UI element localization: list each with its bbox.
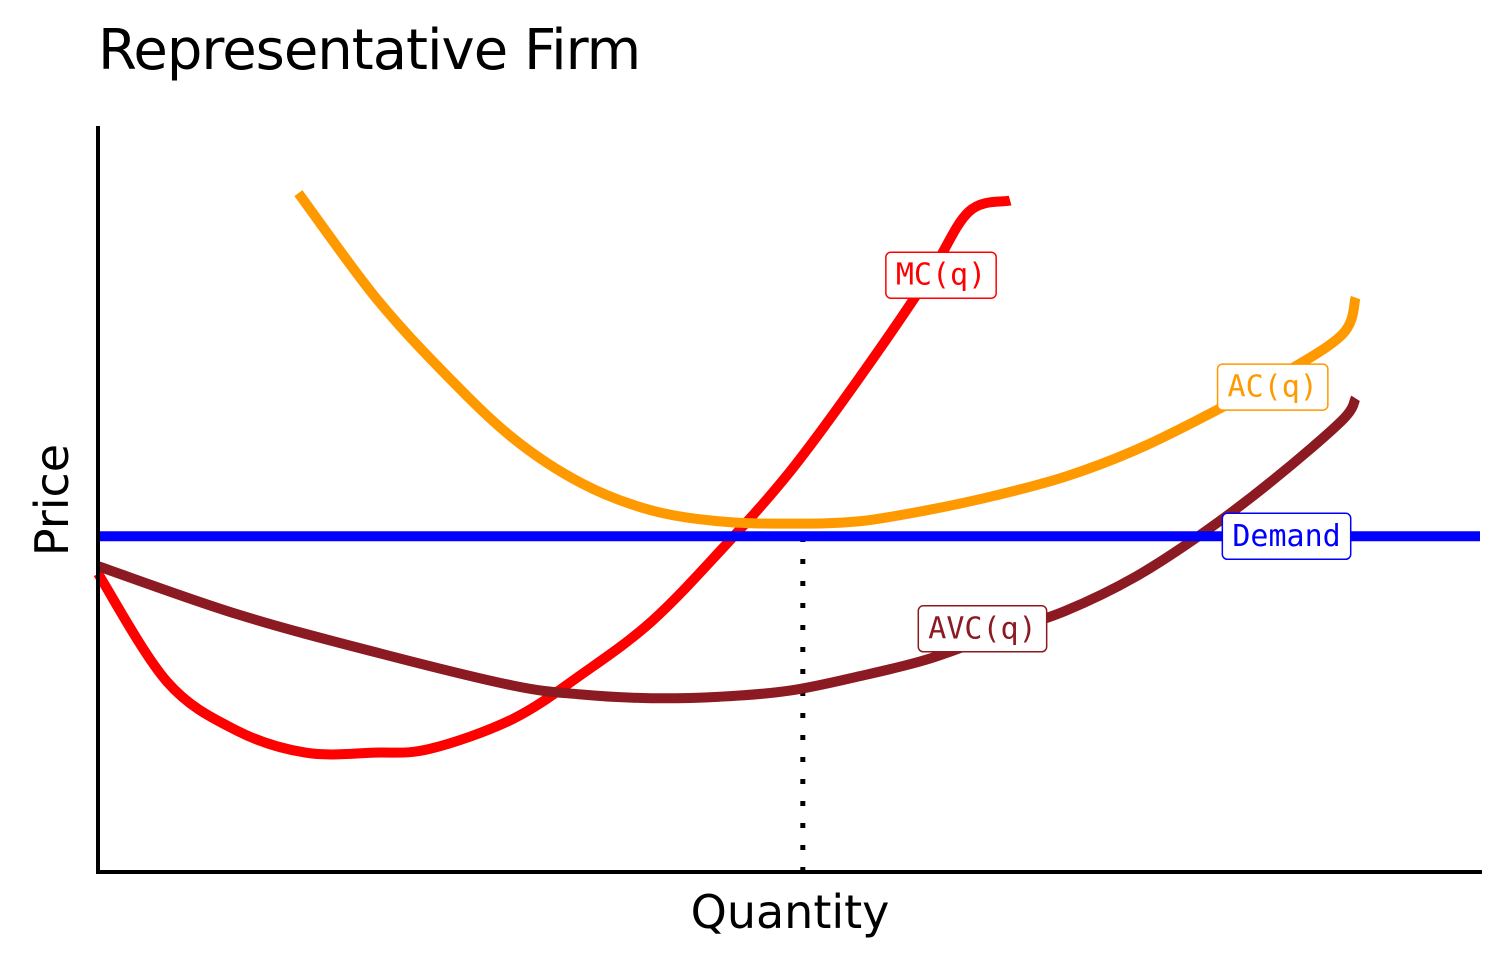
series-layer	[93, 190, 1480, 760]
label-box-mc-q	[885, 251, 997, 299]
x-axis-title: Quantity	[691, 885, 890, 939]
annotation-layer: MC(q) AC(q) Demand AVC(q)	[885, 251, 1352, 653]
label-box-avc-q	[917, 605, 1048, 653]
label-avc-q: AVC(q)	[917, 605, 1048, 653]
label-text-avc-q: AVC(q)	[928, 611, 1036, 646]
label-box-ac-q	[1216, 363, 1329, 411]
series-line-mc-q	[93, 195, 1012, 760]
label-ac-q: AC(q)	[1216, 363, 1329, 411]
series-line-ac-q	[294, 190, 1361, 529]
label-text-ac-q: AC(q)	[1228, 370, 1318, 405]
label-text-demand: Demand	[1232, 519, 1340, 554]
axes	[96, 126, 1482, 874]
series-line-avc-q	[96, 395, 1361, 704]
label-mc-q: MC(q)	[885, 251, 997, 299]
label-demand: Demand	[1221, 512, 1352, 561]
y-axis-title: Price	[25, 444, 79, 556]
label-text-mc-q: MC(q)	[896, 258, 986, 293]
chart-title: Representative Firm	[98, 18, 641, 83]
label-box-demand	[1221, 512, 1352, 561]
